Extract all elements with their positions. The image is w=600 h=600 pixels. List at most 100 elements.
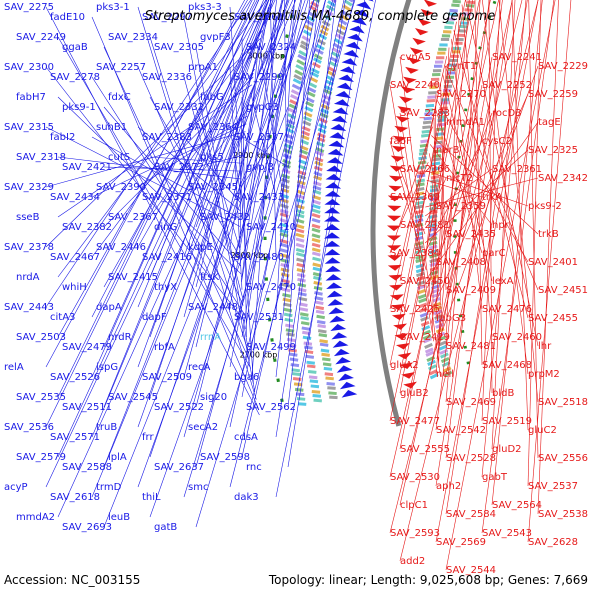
feature-track-mark [313,275,322,281]
forward-gene-label: SAV_2257 [96,62,146,73]
reverse-label-leader [435,0,513,487]
forward-gene-label: sseB [16,212,40,223]
feature-track-mark [440,356,450,364]
forward-gene-label: pks9-1 [62,102,96,113]
forward-gene-arrow [339,66,356,74]
feature-track-mark [290,89,300,96]
forward-label-leader [45,0,252,308]
forward-gene-label: nrdR [108,332,132,343]
reverse-gene-arrow [388,274,403,281]
reverse-gene-arrow [388,185,403,192]
feature-track-mark [311,247,321,253]
reverse-gene-label: SAV_2460 [492,332,542,343]
forward-gene-arrow [324,257,341,264]
feature-track-mark [298,296,308,302]
feature-track-mark [328,391,337,396]
feature-track-mark [310,71,320,78]
feature-track-mark [417,293,427,300]
feature-track-mark [311,242,321,248]
reverse-gene-label: SAV_2240 [390,80,440,91]
feature-track-mark [307,86,317,94]
feature-track-mark [418,297,427,304]
forward-gene-label: relA [4,362,24,373]
feature-track-mark [449,8,458,13]
feature-track-mark [321,20,331,27]
feature-track-mark [315,147,325,154]
feature-track-mark [312,394,322,398]
forward-gene-label: SAV_2598 [200,452,250,463]
feature-track-mark [296,59,306,66]
forward-gene-label: SAV_2448 [188,302,238,313]
feature-track-mark [298,153,308,160]
reverse-label-leader [389,196,426,199]
feature-track-mark [416,284,426,290]
forward-label-leader [240,136,277,188]
forward-label-leader [137,0,272,368]
reverse-label-leader [435,0,490,431]
forward-gene-label: SAV_2588 [62,462,112,473]
feature-track-mark [303,341,313,346]
feature-track-mark [308,82,318,89]
feature-track-mark [282,293,291,298]
forward-gene-arrow [339,381,356,390]
feature-track-mark [415,263,425,269]
reverse-gene-arrow [387,264,402,271]
forward-gene-arrow [327,148,344,156]
forward-label-leader [275,0,319,378]
forward-label-leader [241,0,345,458]
reverse-gene-label: SAV_2556 [538,453,588,464]
reverse-gene-label: gluC2 [528,425,557,436]
forward-gene-label: SAV_2318 [16,152,66,163]
feature-track-mark [416,173,426,179]
feature-track-mark [292,78,302,85]
feature-track-mark [299,312,309,317]
feature-track-mark [319,339,328,344]
feature-track-mark [307,369,317,374]
feature-track-mark [328,60,338,68]
forward-gene-label: SAV_2383 [142,132,192,143]
feature-track-mark [311,237,321,243]
reverse-gene-label: gluB2 [400,388,429,399]
feature-track-mark [319,342,329,347]
forward-gene-arrow [324,249,341,256]
feature-track-mark [296,257,305,263]
feature-track-mark [417,288,427,295]
feature-track-mark [297,282,307,288]
reverse-label-leader [445,0,481,403]
forward-gene-arrow [332,107,349,115]
reverse-gene-arrow [390,155,405,162]
reverse-label-leader [445,13,460,347]
feature-track-mark [300,134,310,141]
forward-label-leader [45,126,241,227]
reverse-gene-label: SAV_2555 [400,444,450,455]
feature-track-mark [284,317,294,323]
forward-gene-arrow [327,299,344,306]
reverse-label-leader [399,0,491,450]
forward-label-leader [229,0,326,428]
reverse-gene-label: fabG3 [436,313,466,324]
green-track-mark [482,31,487,35]
green-track-mark [277,74,281,78]
feature-track-mark [425,103,435,108]
feature-track-mark [312,256,321,262]
reverse-gene-label: SAV_2408 [436,257,486,268]
feature-track-mark [420,139,429,144]
reverse-gene-arrow [407,57,422,65]
forward-label-leader [229,0,283,308]
forward-label-leader [241,147,245,158]
forward-gene-arrow [336,82,353,91]
page-title: Streptomyces avermitilis MA-4680, comple… [144,9,496,24]
feature-track-mark [311,217,321,224]
reverse-gene-label: SAV_2325 [528,145,578,156]
reverse-label-leader [427,121,447,297]
forward-gene-label: SAV_2535 [16,392,66,403]
forward-gene-label: gvpJ3 [246,162,274,173]
green-track-mark [285,34,289,39]
reverse-gene-label: gluA2 [390,360,419,371]
forward-label-leader [149,36,249,353]
reverse-label-leader [511,0,529,431]
forward-gene-label: truB [96,422,117,433]
forward-label-leader [91,16,259,408]
reverse-gene-label: cvnA5 [400,52,431,63]
feature-track-mark [311,233,321,239]
